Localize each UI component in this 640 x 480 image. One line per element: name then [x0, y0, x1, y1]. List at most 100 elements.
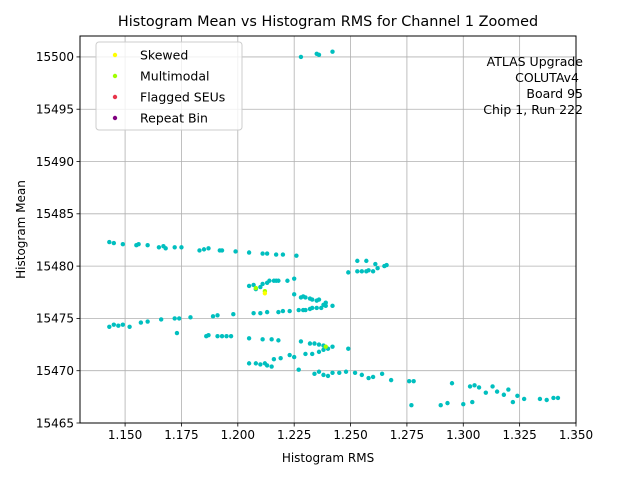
data-point-normal	[287, 352, 292, 358]
data-point-normal	[364, 258, 369, 264]
data-point-normal	[294, 253, 299, 258]
data-point-normal	[172, 245, 177, 250]
data-point-normal	[355, 258, 360, 264]
data-point-normal	[501, 392, 507, 397]
data-point-normal	[111, 240, 117, 246]
data-point-normal	[177, 316, 182, 321]
data-point-normal	[258, 284, 263, 290]
data-point-normal	[506, 387, 511, 392]
data-point-normal	[219, 333, 225, 339]
data-point-normal	[291, 354, 297, 360]
y-tick-label: 15495	[36, 103, 74, 117]
data-points	[107, 49, 561, 408]
data-point-normal	[273, 252, 279, 257]
x-tick-label: 1.325	[502, 428, 536, 442]
data-point-normal	[276, 309, 281, 315]
data-point-normal	[409, 403, 414, 408]
legend-marker-multimodal	[112, 73, 118, 79]
data-point-normal	[260, 281, 265, 287]
data-point-normal	[379, 371, 385, 377]
data-point-normal	[107, 324, 112, 329]
data-point-normal	[111, 322, 117, 327]
data-point-normal	[264, 309, 270, 315]
legend-marker-repeat-bin	[112, 115, 118, 121]
data-point-normal	[521, 396, 527, 402]
data-point-normal	[179, 245, 184, 250]
data-point-multimodal	[323, 344, 328, 349]
data-point-normal	[280, 252, 286, 257]
legend-marker-flagged-seus	[112, 94, 118, 100]
data-point-normal	[138, 320, 144, 325]
data-point-normal	[343, 369, 349, 374]
data-point-normal	[359, 372, 365, 378]
annotation-text: ATLAS Upgrade COLUTAv4 Board 95 Chip 1, …	[483, 54, 583, 117]
data-point-normal	[231, 312, 236, 317]
legend-label-skewed: Skewed	[140, 48, 188, 63]
data-point-normal	[346, 346, 351, 351]
data-point-normal	[246, 250, 252, 255]
data-point-normal	[219, 248, 225, 253]
data-point-normal	[370, 269, 376, 274]
data-point-normal	[467, 384, 473, 389]
data-point-normal	[228, 333, 234, 339]
data-point-normal	[312, 371, 317, 377]
data-point-normal	[215, 313, 220, 318]
data-point-normal	[251, 282, 256, 288]
data-point-normal	[307, 341, 313, 346]
data-point-normal	[449, 381, 455, 386]
data-point-normal	[472, 383, 477, 388]
x-axis-label: Histogram RMS	[282, 451, 374, 465]
data-point-normal	[145, 319, 150, 324]
data-point-normal	[330, 370, 335, 375]
data-point-normal	[316, 369, 322, 374]
data-point-normal	[246, 361, 252, 366]
data-point-normal	[296, 367, 301, 372]
data-point-normal	[537, 396, 543, 402]
data-point-multimodal	[253, 285, 259, 291]
legend-label-flagged-seus: Flagged SEUs	[140, 90, 225, 105]
data-point-normal	[107, 239, 112, 245]
x-tick-label: 1.300	[446, 428, 480, 442]
data-point-normal	[260, 337, 265, 342]
data-point-normal	[375, 266, 380, 271]
x-tick-label: 1.250	[333, 428, 367, 442]
data-point-normal	[330, 344, 335, 349]
data-point-normal	[271, 356, 277, 362]
data-point-normal	[264, 363, 270, 368]
data-point-normal	[388, 377, 394, 383]
legend-marker-skewed	[112, 52, 118, 58]
data-point-normal	[116, 323, 121, 328]
data-point-normal	[483, 390, 489, 395]
data-point-normal	[370, 374, 376, 380]
axes-frame	[79, 35, 577, 424]
y-tick-label: 15465	[36, 416, 74, 430]
legend: Skewed Multimodal Flagged SEUs Repeat Bi…	[95, 41, 243, 131]
y-tick-label: 15485	[36, 207, 74, 221]
data-point-normal	[253, 361, 259, 366]
data-point-normal	[352, 370, 358, 375]
data-point-normal	[310, 297, 315, 302]
x-tick-label: 1.175	[164, 428, 198, 442]
data-point-skewed	[262, 291, 268, 296]
data-point-normal	[303, 295, 308, 300]
y-tick-label: 15490	[36, 155, 74, 169]
data-point-normal	[314, 305, 319, 311]
data-point-normal	[310, 305, 315, 311]
data-point-normal	[260, 251, 265, 256]
data-point-normal	[316, 297, 322, 302]
x-tick-label: 1.275	[390, 428, 424, 442]
data-point-normal	[298, 54, 304, 60]
data-point-normal	[366, 375, 371, 381]
data-point-normal	[276, 338, 281, 343]
x-tick-label: 1.225	[277, 428, 311, 442]
x-tick-label: 1.150	[108, 428, 142, 442]
data-point-normal	[303, 307, 308, 313]
data-point-normal	[201, 247, 207, 252]
data-point-normal	[174, 330, 180, 336]
data-point-normal	[515, 393, 520, 399]
data-point-normal	[476, 385, 482, 390]
y-tick-label: 15500	[36, 50, 74, 64]
data-point-normal	[267, 278, 272, 283]
y-tick-label: 15480	[36, 259, 74, 273]
